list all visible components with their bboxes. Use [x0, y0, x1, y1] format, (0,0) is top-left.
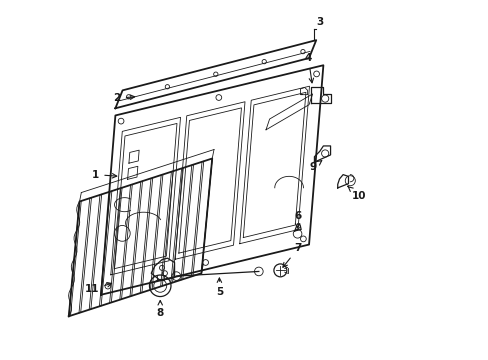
Text: 6: 6: [293, 211, 301, 228]
Text: 3: 3: [316, 17, 323, 27]
Text: 9: 9: [308, 161, 321, 172]
Text: 7: 7: [282, 243, 302, 267]
Text: 11: 11: [84, 283, 111, 294]
Text: 2: 2: [113, 93, 134, 103]
Text: 5: 5: [215, 278, 223, 297]
Text: 10: 10: [347, 186, 366, 201]
Text: 8: 8: [156, 301, 163, 318]
Text: 4: 4: [304, 53, 313, 83]
Text: 1: 1: [92, 170, 117, 180]
